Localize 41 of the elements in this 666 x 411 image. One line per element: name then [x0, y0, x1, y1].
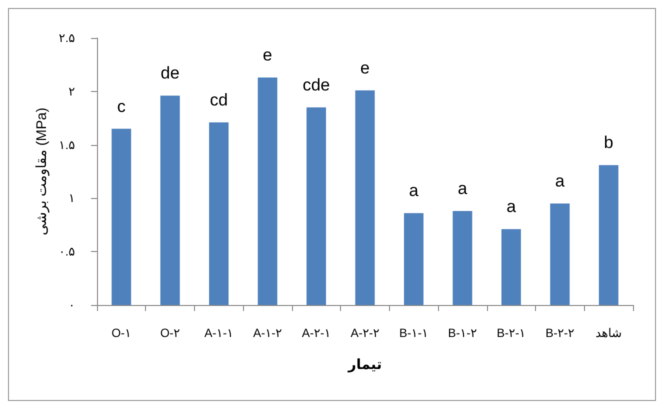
bar [404, 213, 424, 305]
y-tick-label: ۰.۵ [58, 244, 75, 259]
annotation: cd [210, 90, 228, 110]
bar [160, 96, 180, 305]
annotation: a [408, 181, 419, 200]
x-axis-title: تیمار [347, 356, 382, 373]
annotation: c [117, 96, 126, 116]
bar [501, 229, 521, 305]
y-axis-title: مقاومت برشی (MPa) [32, 108, 50, 236]
y-tick-label: ۱.۵ [58, 138, 75, 152]
annotation: e [360, 58, 370, 78]
bar [209, 122, 229, 305]
annotation: cde [302, 75, 330, 94]
bar [112, 128, 132, 305]
annotation: a [555, 172, 566, 191]
bar [452, 211, 472, 305]
y-tick-label: ۱ [68, 191, 75, 206]
annotation: de [160, 64, 180, 83]
y-tick-label: ۲.۵ [58, 31, 75, 45]
bar [258, 78, 278, 305]
x-tick-label: B-۱-۲ [448, 326, 477, 340]
bar [306, 107, 326, 305]
x-tick-label: A-۲-۱ [302, 326, 331, 340]
x-tick-label: O-۲ [160, 326, 180, 340]
x-tick-label: O-۱ [111, 326, 132, 340]
bar [550, 204, 570, 305]
annotation: a [458, 179, 468, 198]
x-tick-label: شاهد [595, 326, 622, 340]
y-tick-label: ۰ [68, 298, 75, 312]
y-tick-label: ۲ [68, 84, 75, 98]
x-tick-label: B-۱-۱ [399, 326, 428, 340]
x-tick-label: B-۲-۱ [496, 326, 526, 340]
annotation: b [604, 133, 614, 152]
bar [355, 90, 375, 305]
x-tick-label: A-۱-۱ [204, 326, 234, 340]
bar [598, 165, 618, 305]
x-tick-label: A-۲-۲ [350, 326, 380, 340]
annotation: a [506, 197, 516, 216]
annotation: e [262, 46, 272, 65]
x-tick-label: A-۱-۲ [253, 326, 282, 340]
x-tick-label: B-۲-۲ [545, 326, 574, 340]
